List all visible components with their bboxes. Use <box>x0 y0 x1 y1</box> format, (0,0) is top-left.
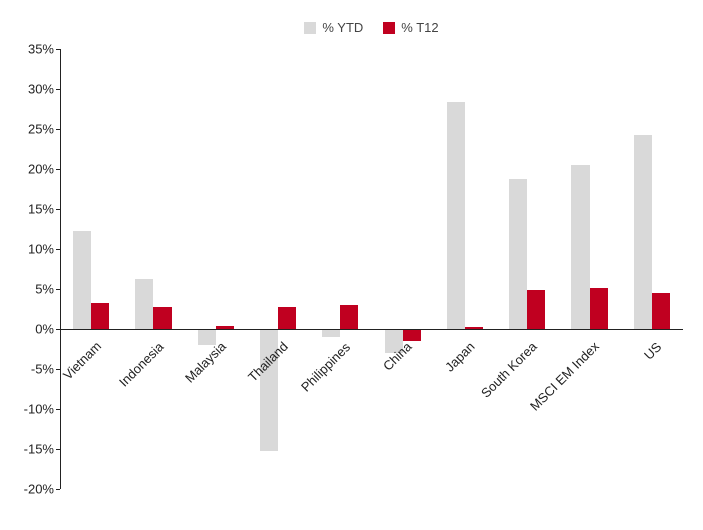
bar-ytd <box>571 165 589 329</box>
category-group: Vietnam <box>60 49 122 489</box>
zero-axis-line <box>60 329 683 330</box>
bar-ytd <box>322 329 340 337</box>
category-group: Philippines <box>309 49 371 489</box>
bar-ytd <box>73 231 91 329</box>
category-label: Indonesia <box>116 339 166 389</box>
bar-t12 <box>590 288 608 329</box>
category-group: South Korea <box>496 49 558 489</box>
bar-t12 <box>652 293 670 329</box>
bar-t12 <box>278 307 296 329</box>
y-axis-label: 10% <box>28 242 54 257</box>
bar-ytd <box>135 279 153 329</box>
legend: % YTD % T12 <box>60 20 683 35</box>
bar-t12 <box>527 290 545 329</box>
bar-t12 <box>91 303 109 329</box>
bar-ytd <box>447 102 465 329</box>
bar-t12 <box>153 307 171 329</box>
legend-item: % YTD <box>304 20 363 35</box>
category-group: Malaysia <box>185 49 247 489</box>
y-axis-label: 15% <box>28 202 54 217</box>
category-group: MSCI EM Index <box>558 49 620 489</box>
y-axis-tick <box>56 289 60 290</box>
category-label: Malaysia <box>182 339 229 386</box>
category-group: Indonesia <box>122 49 184 489</box>
legend-label: % YTD <box>322 20 363 35</box>
bar-ytd <box>509 179 527 329</box>
plot-area: -20%-15%-10%-5%0%5%10%15%20%25%30%35% Vi… <box>60 49 683 489</box>
y-axis-tick <box>56 449 60 450</box>
category-label: US <box>641 339 664 362</box>
chart-container: % YTD% T12 -20%-15%-10%-5%0%5%10%15%20%2… <box>0 0 703 530</box>
y-axis: -20%-15%-10%-5%0%5%10%15%20%25%30%35% <box>10 49 60 489</box>
legend-swatch <box>304 22 316 34</box>
y-axis-label: -20% <box>24 482 54 497</box>
y-axis-tick <box>56 369 60 370</box>
legend-label: % T12 <box>401 20 438 35</box>
legend-item: % T12 <box>383 20 438 35</box>
category-group: Japan <box>434 49 496 489</box>
y-axis-tick <box>56 49 60 50</box>
y-axis-label: 30% <box>28 82 54 97</box>
y-axis-label: 25% <box>28 122 54 137</box>
y-axis-tick <box>56 169 60 170</box>
bars-area: VietnamIndonesiaMalaysiaThailandPhilippi… <box>60 49 683 489</box>
y-axis-tick <box>56 209 60 210</box>
y-axis-label: -15% <box>24 442 54 457</box>
legend-swatch <box>383 22 395 34</box>
category-label: Japan <box>442 339 478 375</box>
category-group: China <box>372 49 434 489</box>
y-axis-label: 20% <box>28 162 54 177</box>
bar-t12 <box>340 305 358 329</box>
bar-t12 <box>403 329 421 341</box>
category-label: Vietnam <box>60 339 104 383</box>
y-axis-tick <box>56 489 60 490</box>
bar-ytd <box>634 135 652 329</box>
y-axis-label: 35% <box>28 42 54 57</box>
y-axis-tick <box>56 249 60 250</box>
y-axis-label: -10% <box>24 402 54 417</box>
y-axis-label: 0% <box>35 322 54 337</box>
y-axis-tick <box>56 409 60 410</box>
y-axis-tick <box>56 129 60 130</box>
category-group: Thailand <box>247 49 309 489</box>
y-axis-tick <box>56 329 60 330</box>
y-axis-label: -5% <box>31 362 54 377</box>
y-axis-tick <box>56 89 60 90</box>
category-group: US <box>621 49 683 489</box>
y-axis-label: 5% <box>35 282 54 297</box>
